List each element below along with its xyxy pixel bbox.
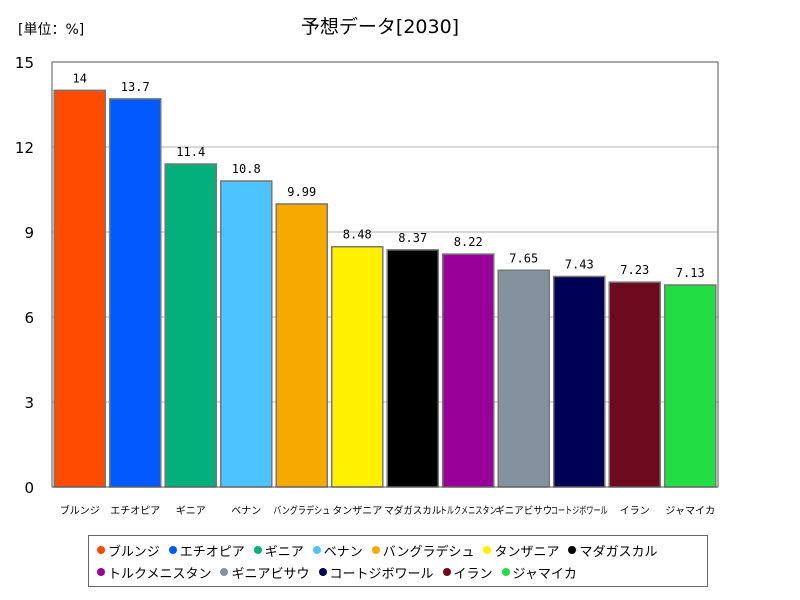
data-label: 7.13 [676,266,705,280]
bar [386,249,440,488]
data-label: 7.23 [620,263,649,277]
legend-marker [442,568,451,576]
legend-item: ギニアビサウ [220,563,310,582]
x-tick-label: マダガスカル [384,504,441,517]
legend-label: マダガスカル [579,544,658,560]
x-tick-label: トルクメニスタン [440,505,497,517]
legend-item: バングラデシュ [371,541,475,560]
legend-item: マダガスカル [568,541,657,560]
legend-marker [371,546,380,554]
bar [663,284,717,488]
bar [497,269,551,488]
legend-label: ギニア [264,544,304,560]
legend-label: バングラデシュ [382,544,475,560]
data-label: 8.37 [398,231,427,245]
bar [164,163,218,488]
legend-marker [318,568,327,576]
legend-marker [501,568,510,576]
x-tick-label: エチオピア [110,505,160,517]
data-label: 7.43 [565,257,594,271]
legend-row: トルクメニスタン ギニアビサウ コートジボワール イラン ジャマイカ [97,561,699,583]
legend-marker [97,568,105,576]
data-label: 11.4 [176,145,205,159]
x-tick-label: イラン [620,505,650,517]
bar [330,245,384,488]
x-tick-label: ブルンジ [60,504,100,517]
y-tick-label: 3 [24,394,34,412]
y-tick-label: 12 [15,139,34,157]
legend-label: コートジボワール [329,566,434,582]
bar [53,89,107,488]
bar [219,180,273,488]
x-tick-label: ベナン [231,505,261,517]
data-label: 13.7 [121,80,150,94]
legend: ブルンジ エチオピア ギニア ベナン バングラデシュ タンザニア マダガスカル トルクメニス… [88,535,708,587]
legend-marker [97,546,105,554]
bars: 14 13.7 11.4 10.8 9.99 8.48 8.37 8.22 7.65 7.43 7.… [53,71,717,488]
x-tick-label: ギニア [176,505,206,517]
legend-item: エチオピア [168,541,245,560]
x-tick-label: タンザニア [332,505,382,517]
legend-marker [253,546,262,554]
data-label: 8.22 [454,235,483,249]
unit-label: [単位：%] [18,22,84,38]
legend-item: タンザニア [483,541,559,560]
legend-label: エチオピア [179,544,245,560]
bar [441,253,495,488]
data-label: 8.48 [343,228,372,242]
legend-label: トルクメニスタン [108,566,212,582]
y-tick-label: 0 [24,479,34,497]
x-tick-label: ギニアビサウ [495,505,552,517]
bar [608,281,662,488]
legend-item: ベナン [312,541,363,560]
x-tick-label: コートジボワール [551,505,608,517]
legend-label: タンザニア [494,544,560,560]
legend-label: ベナン [323,544,363,560]
legend-item: トルクメニスタン [97,563,211,582]
y-axis: 0 3 6 9 12 15 [15,54,34,497]
legend-label: イラン [453,566,493,582]
legend-item: イラン [442,563,493,582]
y-tick-label: 15 [15,54,34,72]
legend-label: ギニアビサウ [231,566,310,582]
legend-item: ギニア [253,541,304,560]
y-tick-label: 9 [24,224,34,242]
legend-marker [220,568,229,576]
legend-item: コートジボワール [318,563,434,582]
legend-marker [483,546,492,554]
legend-item: ブルンジ [97,541,160,560]
legend-label: ブルンジ [108,544,160,560]
x-tick-label: ジャマイカ [665,505,715,517]
legend-marker [312,546,321,554]
data-label: 10.8 [232,162,261,176]
data-label: 9.99 [287,185,316,199]
x-tick-label: バングラデシュ [273,504,330,517]
plot-frame [51,61,719,488]
legend-label: ジャマイカ [512,566,577,582]
bar [275,203,329,488]
data-label: 14 [73,71,87,85]
chart-title: 予想データ[2030] [301,16,459,38]
legend-marker [168,546,177,554]
bar [108,98,162,488]
gridlines [52,146,718,403]
legend-item: ジャマイカ [501,563,577,582]
y-tick-label: 6 [24,309,34,327]
data-label: 7.65 [509,251,538,265]
bar [552,275,606,488]
legend-row: ブルンジ エチオピア ギニア ベナン バングラデシュ タンザニア マダガスカル [97,539,699,561]
legend-marker [568,546,577,554]
